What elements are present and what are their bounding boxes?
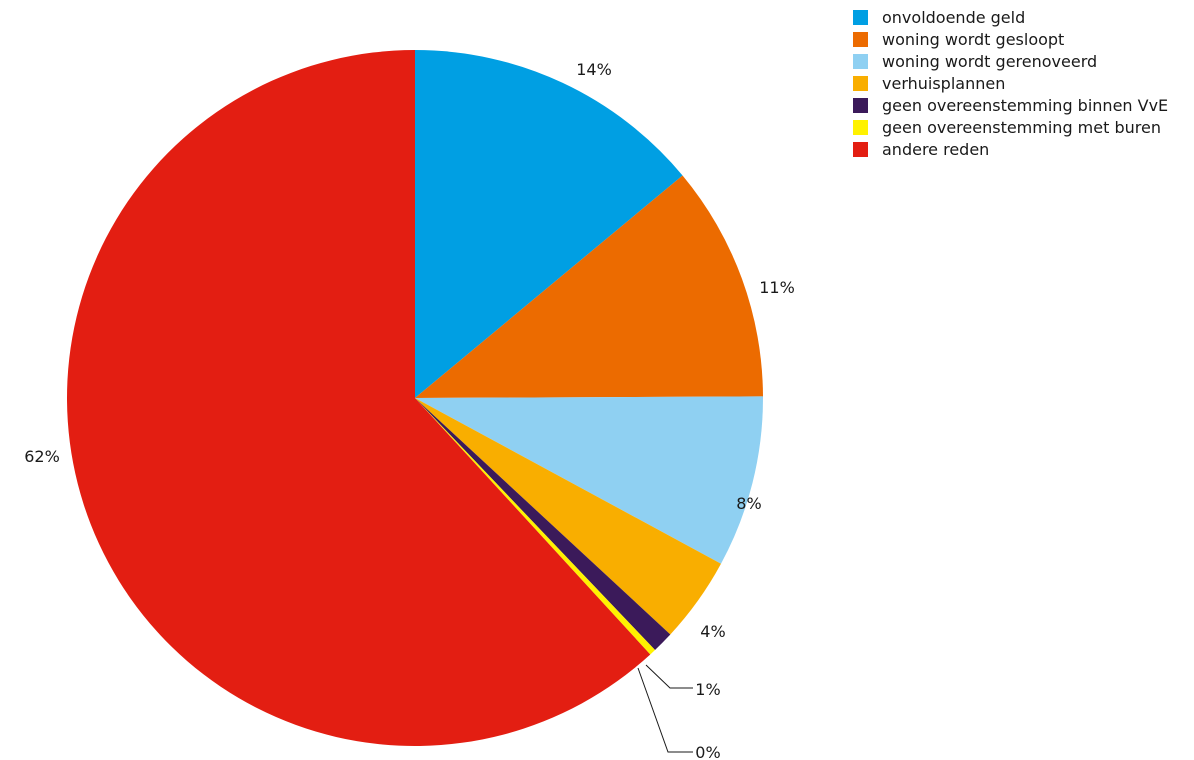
pie-slices (66, 50, 763, 747)
pie-slice-verhuisplannen (415, 398, 721, 635)
slice-label-onvoldoende-geld: 14% (576, 60, 612, 79)
legend-item-geen-overeenstemming-binnen-vve: geen overeenstemming binnen VvE (853, 96, 1168, 115)
slice-label-verhuisplannen: 4% (700, 622, 725, 641)
legend-swatch (853, 76, 868, 91)
legend-label: woning wordt gesloopt (882, 30, 1064, 49)
slice-label-geen-overeenstemming-binnen-vve: 1% (695, 680, 720, 699)
legend-swatch (853, 32, 868, 47)
legend-label: geen overeenstemming binnen VvE (882, 96, 1168, 115)
legend-label: onvoldoende geld (882, 8, 1025, 27)
slice-label-woning-wordt-gesloopt: 11% (759, 278, 795, 297)
legend-swatch (853, 142, 868, 157)
legend-label: verhuisplannen (882, 74, 1005, 93)
pie-slice-andere-reden (66, 50, 651, 747)
legend: onvoldoende geld woning wordt gesloopt won… (853, 8, 1168, 159)
legend-item-woning-wordt-gesloopt: woning wordt gesloopt (853, 30, 1064, 49)
legend-label: andere reden (882, 140, 989, 159)
leader-line-geen-overeenstemming-binnen-vve (645, 664, 693, 689)
legend-item-andere-reden: andere reden (853, 140, 989, 159)
legend-item-woning-wordt-gerenoveerd: woning wordt gerenoveerd (853, 52, 1097, 71)
pie-slice-geen-overeenstemming-binnen-vve (415, 398, 671, 650)
leader-line-geen-overeenstemming-met-buren (637, 667, 693, 753)
legend-swatch (853, 10, 868, 25)
pie-slice-woning-wordt-gesloopt (415, 175, 763, 398)
legend-label: woning wordt gerenoveerd (882, 52, 1097, 71)
legend-swatch (853, 54, 868, 69)
pie-slice-geen-overeenstemming-met-buren (415, 398, 656, 655)
legend-swatch (853, 120, 868, 135)
legend-item-verhuisplannen: verhuisplannen (853, 74, 1005, 93)
pie-slice-woning-wordt-gerenoveerd (415, 396, 763, 564)
pie-labels: 14% 11% 8% 4% 1% 0% 62% (24, 60, 795, 760)
pie-slice-onvoldoende-geld (415, 50, 683, 398)
legend-label: geen overeenstemming met buren (882, 118, 1161, 137)
slice-label-geen-overeenstemming-met-buren: 0% (695, 743, 720, 760)
slice-label-andere-reden: 62% (24, 447, 60, 466)
slice-label-woning-wordt-gerenoveerd: 8% (736, 494, 761, 513)
legend-item-onvoldoende-geld: onvoldoende geld (853, 8, 1025, 27)
legend-swatch (853, 98, 868, 113)
legend-item-geen-overeenstemming-met-buren: geen overeenstemming met buren (853, 118, 1161, 137)
